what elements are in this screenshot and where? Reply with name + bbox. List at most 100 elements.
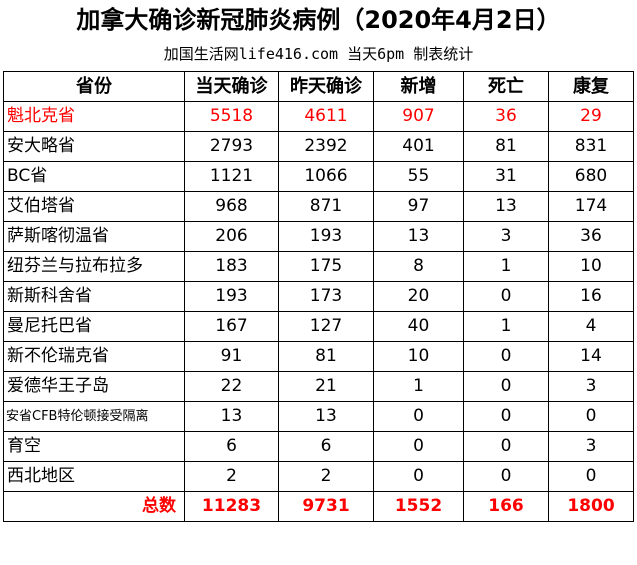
deaths-cell: 31 (463, 161, 549, 192)
today-cell: 6 (184, 431, 279, 462)
new-cell: 10 (373, 341, 464, 372)
yesterday-cell: 21 (278, 371, 374, 402)
yesterday-cell: 2 (278, 461, 374, 492)
total-row: 总数 11283 9731 1552 166 1800 (3, 491, 634, 522)
table-row: 纽芬兰与拉布拉多 183 175 8 1 10 (3, 251, 634, 282)
deaths-cell: 0 (463, 461, 549, 492)
province-cell: 魁北克省 (3, 101, 185, 132)
today-cell: 968 (184, 191, 279, 222)
recovered-cell: 0 (548, 461, 634, 492)
deaths-cell: 0 (463, 341, 549, 372)
total-label: 总数 (3, 491, 185, 522)
province-cell: 安省CFB特伦顿接受隔离 (3, 401, 185, 432)
recovered-cell: 3 (548, 431, 634, 462)
recovered-cell: 0 (548, 401, 634, 432)
table-row: 爱德华王子岛 22 21 1 0 3 (3, 371, 634, 402)
total-deaths: 166 (463, 491, 549, 522)
province-cell: BC省 (3, 161, 185, 192)
recovered-cell: 14 (548, 341, 634, 372)
yesterday-cell: 871 (278, 191, 374, 222)
recovered-cell: 831 (548, 131, 634, 162)
today-cell: 206 (184, 221, 279, 252)
today-cell: 22 (184, 371, 279, 402)
yesterday-cell: 127 (278, 311, 374, 342)
yesterday-cell: 81 (278, 341, 374, 372)
deaths-cell: 13 (463, 191, 549, 222)
deaths-cell: 0 (463, 281, 549, 312)
header-today: 当天确诊 (184, 71, 279, 102)
new-cell: 13 (373, 221, 464, 252)
province-cell: 新斯科舍省 (3, 281, 185, 312)
recovered-cell: 3 (548, 371, 634, 402)
table-row: 新斯科舍省 193 173 20 0 16 (3, 281, 634, 312)
total-recovered: 1800 (548, 491, 634, 522)
new-cell: 0 (373, 431, 464, 462)
new-cell: 907 (373, 101, 464, 132)
total-new: 1552 (373, 491, 464, 522)
deaths-cell: 0 (463, 371, 549, 402)
yesterday-cell: 13 (278, 401, 374, 432)
recovered-cell: 36 (548, 221, 634, 252)
table-row: 新不伦瑞克省 91 81 10 0 14 (3, 341, 634, 372)
yesterday-cell: 173 (278, 281, 374, 312)
table-row: 育空 6 6 0 0 3 (3, 431, 634, 462)
deaths-cell: 3 (463, 221, 549, 252)
today-cell: 13 (184, 401, 279, 432)
table-row: 安大略省 2793 2392 401 81 831 (3, 131, 634, 162)
deaths-cell: 36 (463, 101, 549, 132)
today-cell: 193 (184, 281, 279, 312)
deaths-cell: 0 (463, 401, 549, 432)
province-cell: 西北地区 (3, 461, 185, 492)
yesterday-cell: 6 (278, 431, 374, 462)
today-cell: 91 (184, 341, 279, 372)
table-row: 魁北克省 5518 4611 907 36 29 (3, 101, 634, 132)
table-row: 西北地区 2 2 0 0 0 (3, 461, 634, 492)
new-cell: 0 (373, 401, 464, 432)
recovered-cell: 174 (548, 191, 634, 222)
province-cell: 安大略省 (3, 131, 185, 162)
yesterday-cell: 175 (278, 251, 374, 282)
province-cell: 纽芬兰与拉布拉多 (3, 251, 185, 282)
table-row: BC省 1121 1066 55 31 680 (3, 161, 634, 192)
recovered-cell: 10 (548, 251, 634, 282)
new-cell: 20 (373, 281, 464, 312)
table-row: 曼尼托巴省 167 127 40 1 4 (3, 311, 634, 342)
new-cell: 40 (373, 311, 464, 342)
header-yesterday: 昨天确诊 (278, 71, 374, 102)
yesterday-cell: 193 (278, 221, 374, 252)
deaths-cell: 0 (463, 431, 549, 462)
deaths-cell: 1 (463, 251, 549, 282)
header-row: 省份 当天确诊 昨天确诊 新增 死亡 康复 (3, 71, 634, 102)
today-cell: 167 (184, 311, 279, 342)
new-cell: 401 (373, 131, 464, 162)
cases-table: 省份 当天确诊 昨天确诊 新增 死亡 康复 魁北克省 5518 4611 907… (3, 71, 634, 522)
province-cell: 艾伯塔省 (3, 191, 185, 222)
province-cell: 曼尼托巴省 (3, 311, 185, 342)
province-cell: 育空 (3, 431, 185, 462)
yesterday-cell: 4611 (278, 101, 374, 132)
header-recovered: 康复 (548, 71, 634, 102)
recovered-cell: 680 (548, 161, 634, 192)
new-cell: 1 (373, 371, 464, 402)
table-row: 艾伯塔省 968 871 97 13 174 (3, 191, 634, 222)
recovered-cell: 16 (548, 281, 634, 312)
deaths-cell: 1 (463, 311, 549, 342)
header-deaths: 死亡 (463, 71, 549, 102)
page-title: 加拿大确诊新冠肺炎病例（2020年4月2日） (76, 6, 561, 34)
new-cell: 8 (373, 251, 464, 282)
province-cell: 新不伦瑞克省 (3, 341, 185, 372)
yesterday-cell: 1066 (278, 161, 374, 192)
province-cell: 爱德华王子岛 (3, 371, 185, 402)
new-cell: 0 (373, 461, 464, 492)
page-subtitle: 加国生活网life416.com 当天6pm 制表统计 (163, 45, 474, 63)
total-yesterday: 9731 (278, 491, 374, 522)
total-today: 11283 (184, 491, 279, 522)
today-cell: 1121 (184, 161, 279, 192)
table-row: 萨斯喀彻温省 206 193 13 3 36 (3, 221, 634, 252)
recovered-cell: 29 (548, 101, 634, 132)
header-new: 新增 (373, 71, 464, 102)
today-cell: 2793 (184, 131, 279, 162)
province-cell: 萨斯喀彻温省 (3, 221, 185, 252)
recovered-cell: 4 (548, 311, 634, 342)
today-cell: 2 (184, 461, 279, 492)
